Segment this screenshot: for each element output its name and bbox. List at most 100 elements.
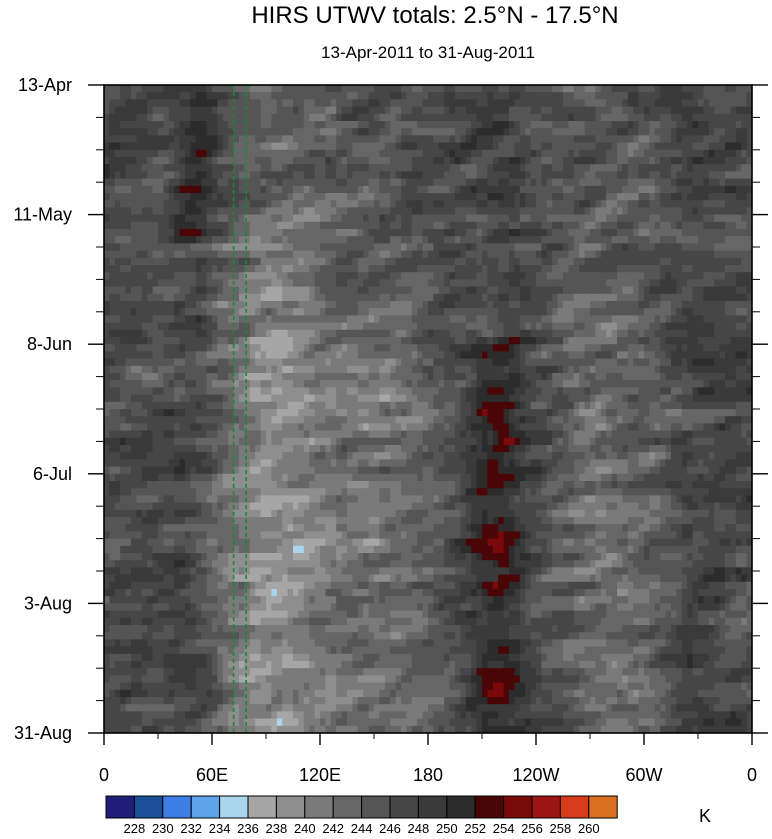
field-cell	[627, 92, 634, 100]
field-cell	[228, 121, 235, 129]
field-cell	[600, 344, 607, 352]
field-cell	[660, 351, 667, 360]
field-cell	[120, 164, 127, 172]
field-cell	[109, 229, 116, 237]
field-cell	[195, 193, 202, 201]
field-cell	[541, 329, 548, 338]
field-cell	[546, 164, 553, 172]
field-cell	[109, 178, 116, 187]
field-cell	[276, 193, 283, 201]
field-cell	[438, 236, 445, 244]
field-cell	[622, 293, 629, 302]
field-cell	[514, 373, 521, 381]
field-cell	[735, 337, 742, 345]
field-cell	[444, 157, 451, 165]
field-cell	[725, 113, 731, 122]
field-cell	[519, 329, 526, 338]
field-cell	[503, 293, 510, 302]
field-cell	[347, 272, 353, 280]
field-cell	[147, 106, 154, 115]
field-cell	[212, 344, 218, 352]
field-cell	[660, 250, 667, 259]
field-cell	[627, 85, 634, 93]
field-cell	[233, 229, 240, 237]
field-cell	[330, 279, 337, 288]
field-cell	[260, 315, 267, 324]
field-cell	[617, 358, 623, 367]
field-cell	[719, 85, 726, 93]
field-cell	[476, 279, 483, 288]
field-cell	[352, 315, 359, 324]
field-cell	[303, 106, 310, 115]
field-cell	[325, 272, 332, 280]
field-cell	[309, 265, 316, 273]
field-cell	[390, 221, 397, 230]
field-cell	[519, 149, 526, 158]
field-cell	[158, 337, 164, 345]
field-cell	[627, 200, 634, 208]
field-cell	[638, 322, 645, 331]
field-cell	[557, 322, 564, 331]
field-cell	[212, 171, 218, 180]
field-cell	[152, 337, 159, 345]
field-cell	[363, 257, 370, 266]
field-cell	[438, 272, 445, 280]
field-cell	[287, 257, 294, 266]
field-cell	[449, 315, 456, 324]
field-cell	[174, 329, 181, 338]
field-cell	[573, 322, 580, 331]
field-cell	[487, 157, 494, 165]
field-cell	[374, 149, 380, 158]
field-cell	[390, 164, 397, 172]
field-cell	[606, 265, 613, 273]
field-cell	[228, 193, 235, 201]
field-cell	[120, 358, 127, 367]
field-cell	[136, 149, 143, 158]
field-cell	[217, 229, 224, 237]
field-cell	[584, 121, 591, 129]
field-cell	[395, 308, 402, 316]
field-cell	[611, 308, 618, 316]
field-cell	[433, 113, 440, 122]
field-cell	[249, 128, 256, 136]
field-cell	[233, 193, 240, 201]
field-cell	[617, 329, 623, 338]
field-cell	[503, 193, 510, 201]
field-cell	[190, 380, 197, 388]
field-cell	[595, 171, 602, 180]
field-cell	[438, 265, 445, 273]
field-cell	[158, 106, 164, 115]
field-cell	[471, 243, 478, 252]
field-cell	[266, 272, 272, 280]
field-cell	[449, 243, 456, 252]
field-cell	[681, 171, 688, 180]
field-cell	[222, 164, 229, 172]
field-cell	[217, 149, 224, 158]
field-cell	[379, 92, 386, 100]
field-cell	[422, 164, 429, 172]
field-cell	[271, 85, 278, 93]
field-cell	[708, 315, 715, 324]
field-cell	[201, 85, 208, 93]
field-cell	[222, 344, 229, 352]
field-cell	[109, 92, 116, 100]
field-cell	[665, 178, 672, 187]
field-cell	[271, 92, 278, 100]
field-cell	[563, 322, 569, 331]
field-cell	[622, 85, 629, 93]
field-cell	[487, 250, 494, 259]
field-cell	[638, 286, 645, 295]
field-cell	[492, 99, 499, 108]
field-cell	[622, 250, 629, 259]
field-cell	[622, 358, 629, 367]
field-cell	[233, 279, 240, 288]
field-cell	[471, 351, 478, 360]
field-cell	[303, 365, 310, 374]
field-cell	[611, 200, 618, 208]
field-cell	[401, 185, 407, 194]
field-cell	[741, 308, 748, 316]
field-cell	[633, 257, 640, 266]
field-cell	[233, 149, 240, 158]
field-cell	[714, 221, 721, 230]
field-cell	[590, 373, 596, 381]
